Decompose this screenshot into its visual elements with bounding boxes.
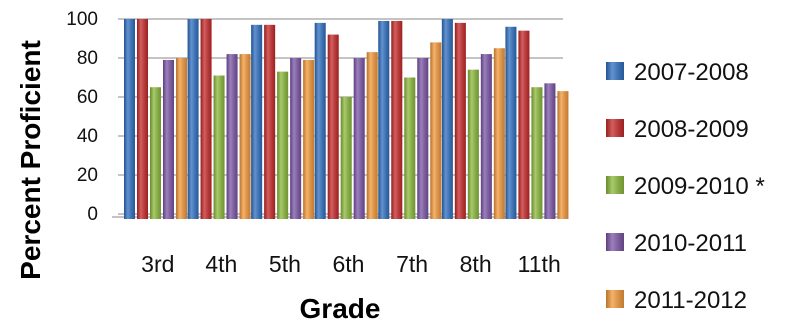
bar-shading <box>557 91 569 219</box>
legend-label: 2011-2012 <box>634 287 747 314</box>
legend-swatch-shading <box>606 119 624 137</box>
bar-shading <box>454 22 466 220</box>
bar-shading <box>290 58 302 219</box>
bar-shading <box>404 77 416 219</box>
bar-shading <box>163 59 174 220</box>
x-axis-categories: 3rd 4th 5th 6th 7th 8th 11th <box>141 251 561 277</box>
legend: 2007-2008 2008-2009 2009-2010 * 2010-2011 20… <box>606 59 765 314</box>
x-category-label: 8th <box>460 251 492 277</box>
x-category-label: 11th <box>518 251 561 277</box>
bar-shading <box>544 83 556 219</box>
y-tick-label: 80 <box>77 48 98 69</box>
bar-shading <box>150 87 161 219</box>
y-axis-ticks: 0 20 40 60 80 100 <box>66 9 98 225</box>
bar-shading <box>480 54 492 219</box>
y-tick-label: 20 <box>77 165 98 186</box>
bar-shading <box>518 30 530 220</box>
x-category-label: 3rd <box>141 251 174 277</box>
bar-shading <box>200 19 212 219</box>
bar-shading <box>366 52 378 220</box>
bars <box>124 19 569 220</box>
x-axis-title: Grade <box>300 293 381 324</box>
bar-shading <box>213 75 225 219</box>
bar-shading <box>391 20 403 220</box>
bar-shading <box>251 24 263 219</box>
bar-shading <box>314 22 326 220</box>
x-category-label: 4th <box>205 251 237 277</box>
y-tick-label: 100 <box>66 9 98 30</box>
legend-swatch-shading <box>606 290 624 308</box>
bar-shading <box>493 48 505 219</box>
y-axis-title: Percent Proficient <box>15 40 46 280</box>
bar-shading <box>340 97 352 219</box>
bar-shading <box>327 34 339 219</box>
bar-shading <box>226 54 238 219</box>
legend-label: 2009-2010 * <box>634 173 765 200</box>
bar-shading <box>303 59 315 220</box>
bar-shading <box>124 19 135 219</box>
bar-shading <box>467 69 479 219</box>
bar-shading <box>187 19 199 219</box>
x-category-label: 6th <box>333 251 365 277</box>
bar-shading <box>430 42 442 220</box>
bar-shading <box>441 19 453 219</box>
y-tick-label: 40 <box>77 126 98 147</box>
bar-shading <box>264 24 276 219</box>
bar-shading <box>239 54 251 219</box>
bar-shading <box>353 58 365 219</box>
x-category-label: 7th <box>396 251 428 277</box>
legend-label: 2010-2011 <box>634 230 747 257</box>
legend-label: 2008-2009 <box>634 116 749 143</box>
y-tick-label: 60 <box>77 87 98 108</box>
legend-swatch-shading <box>606 62 624 80</box>
bar-shading <box>505 26 517 219</box>
x-category-label: 5th <box>269 251 301 277</box>
bar-shading <box>531 87 543 219</box>
legend-swatch-shading <box>606 233 624 251</box>
bar-shading <box>417 58 429 219</box>
legend-swatch-shading <box>606 176 624 194</box>
legend-label: 2007-2008 <box>634 59 749 86</box>
bar-shading <box>137 19 148 219</box>
bar-shading <box>176 58 187 219</box>
y-tick-label: 0 <box>87 204 98 225</box>
bar-shading <box>277 71 289 220</box>
bar-shading <box>378 20 390 220</box>
